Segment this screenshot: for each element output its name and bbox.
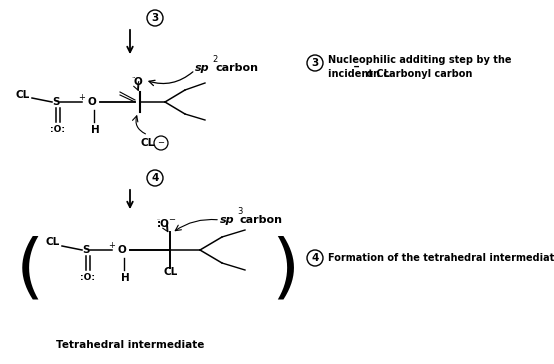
Text: Tetrahedral intermediate: Tetrahedral intermediate xyxy=(56,340,204,350)
Text: 2: 2 xyxy=(212,55,217,64)
Text: O: O xyxy=(134,77,142,87)
Text: +: + xyxy=(109,241,115,249)
Text: Nucleophilic additing step by the: Nucleophilic additing step by the xyxy=(328,55,511,65)
Text: (: ( xyxy=(16,236,44,305)
Text: S: S xyxy=(82,245,90,255)
Text: H: H xyxy=(121,273,130,283)
Text: CL: CL xyxy=(45,237,59,247)
Text: CL: CL xyxy=(15,90,29,100)
Text: 3: 3 xyxy=(151,13,158,23)
Text: −: − xyxy=(168,215,176,225)
Text: on carbonyl carbon: on carbonyl carbon xyxy=(363,69,473,79)
Text: ): ) xyxy=(271,236,299,305)
Text: carbon: carbon xyxy=(215,63,258,73)
Text: +: + xyxy=(79,92,85,102)
Text: sp: sp xyxy=(195,63,209,73)
Text: 4: 4 xyxy=(311,253,319,263)
Text: 3: 3 xyxy=(311,58,319,68)
Text: incident CL: incident CL xyxy=(328,69,390,79)
Text: CL: CL xyxy=(163,267,177,277)
Text: −: − xyxy=(157,138,165,147)
Text: 3: 3 xyxy=(237,207,243,216)
Text: H: H xyxy=(91,125,100,135)
Text: CL: CL xyxy=(141,138,155,148)
Text: :O:: :O: xyxy=(50,126,65,135)
Text: Formation of the tetrahedral intermediate: Formation of the tetrahedral intermediat… xyxy=(328,253,554,263)
Text: O: O xyxy=(87,97,96,107)
Text: 4: 4 xyxy=(151,173,158,183)
Text: O: O xyxy=(117,245,126,255)
Text: S: S xyxy=(52,97,59,107)
Text: carbon: carbon xyxy=(240,215,283,225)
Text: :O:: :O: xyxy=(80,273,95,282)
Text: sp: sp xyxy=(220,215,235,225)
Text: ..: .. xyxy=(132,73,136,79)
Text: ..: .. xyxy=(156,217,160,222)
Text: :O: :O xyxy=(157,219,170,229)
